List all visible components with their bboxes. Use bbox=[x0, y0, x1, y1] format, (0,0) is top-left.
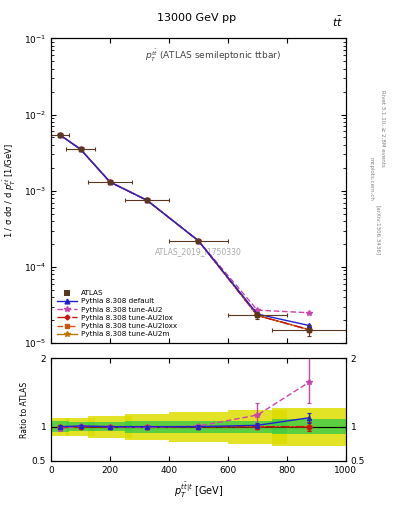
Text: $p_T^{t\bar{t}}$ (ATLAS semileptonic ttbar): $p_T^{t\bar{t}}$ (ATLAS semileptonic ttb… bbox=[145, 48, 281, 64]
Y-axis label: 1 / σ dσ / d $p_T^{t\bar{t}}$ [1/GeV]: 1 / σ dσ / d $p_T^{t\bar{t}}$ [1/GeV] bbox=[2, 143, 18, 238]
Text: ATLAS_2019_I1750330: ATLAS_2019_I1750330 bbox=[155, 247, 242, 256]
Text: mcplots.cern.ch: mcplots.cern.ch bbox=[369, 157, 374, 201]
Legend: ATLAS, Pythia 8.308 default, Pythia 8.308 tune-AU2, Pythia 8.308 tune-AU2lox, Py: ATLAS, Pythia 8.308 default, Pythia 8.30… bbox=[55, 288, 179, 339]
Y-axis label: Ratio to ATLAS: Ratio to ATLAS bbox=[20, 381, 29, 438]
Text: [arXiv:1306.3436]: [arXiv:1306.3436] bbox=[375, 205, 380, 255]
Text: Rivet 3.1.10, ≥ 2.8M events: Rivet 3.1.10, ≥ 2.8M events bbox=[381, 90, 386, 166]
X-axis label: $p_T^{t\bar{t}|t}$ [GeV]: $p_T^{t\bar{t}|t}$ [GeV] bbox=[174, 480, 223, 500]
Text: $t\bar{t}$: $t\bar{t}$ bbox=[332, 15, 343, 29]
Text: 13000 GeV pp: 13000 GeV pp bbox=[157, 13, 236, 23]
